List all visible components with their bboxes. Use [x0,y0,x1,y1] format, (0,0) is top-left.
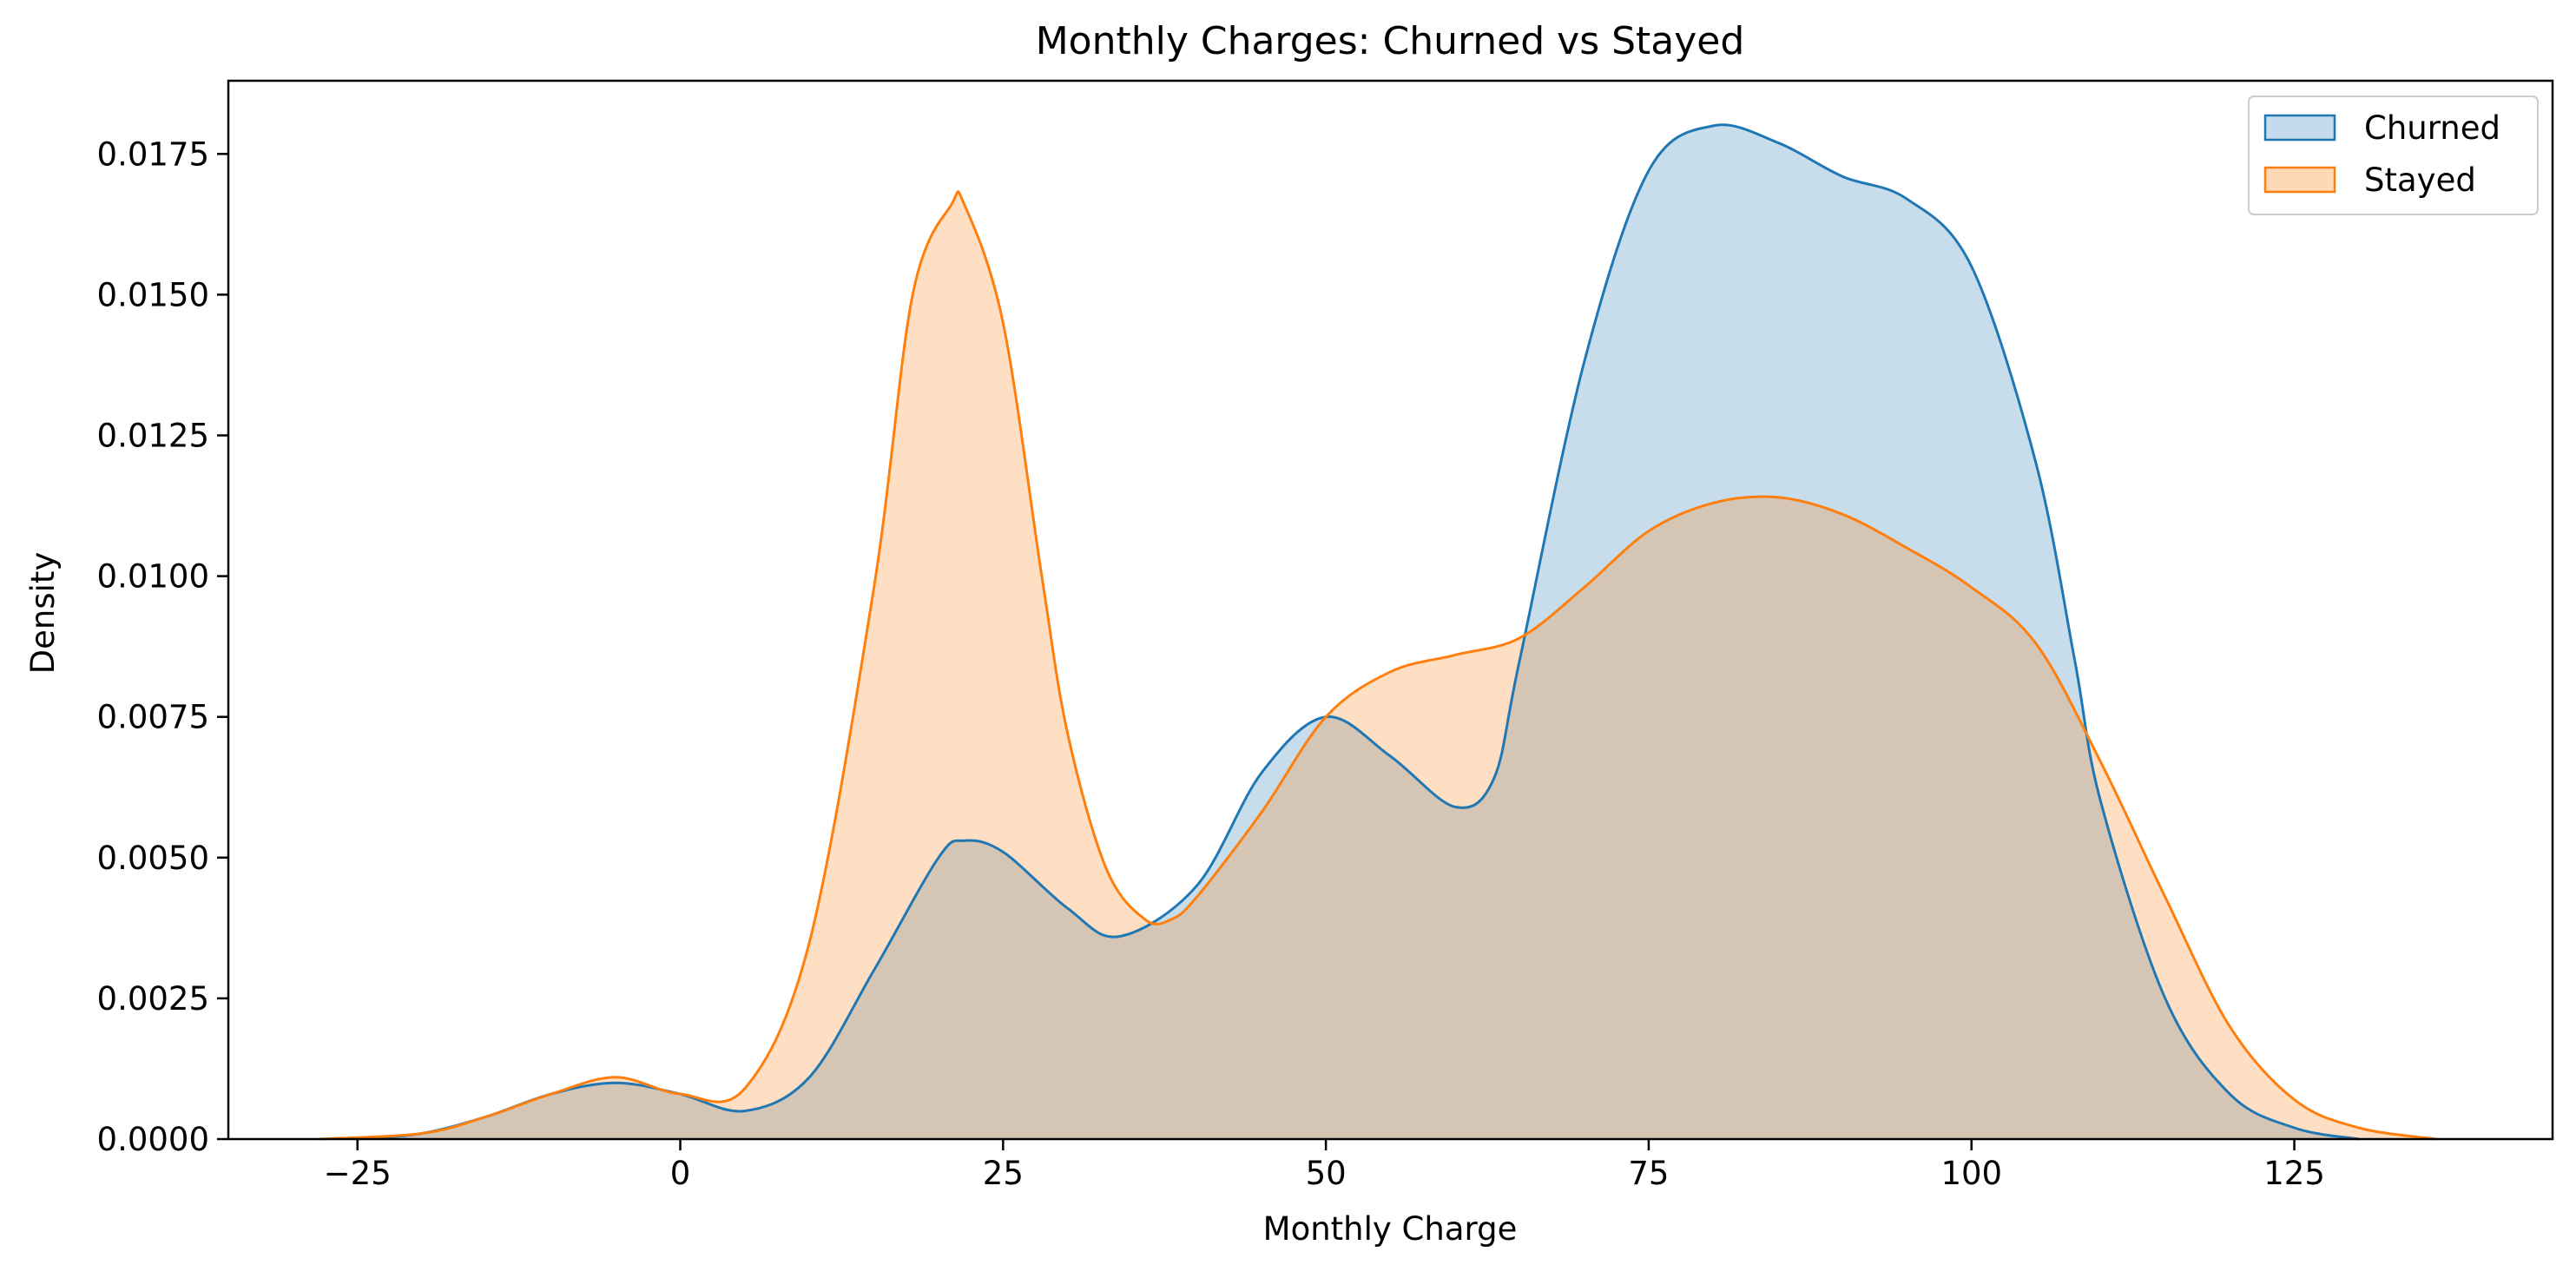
y-axis-label: Density [24,552,62,675]
y-tick-label: 0.0000 [97,1121,209,1158]
y-tick-label: 0.0050 [97,840,209,877]
legend-swatch-stayed [2263,166,2336,194]
y-tick-label: 0.0100 [97,558,209,596]
y-tick-label: 0.0075 [97,699,209,736]
line-stayed [319,190,2437,1141]
x-tick-label: 75 [1628,1155,1669,1192]
x-tick-label: 50 [1306,1155,1347,1192]
area-churned [357,124,2359,1139]
x-tick-label: −25 [324,1155,392,1192]
series-areas [319,124,2437,1139]
y-tick-label: 0.0025 [97,980,209,1018]
legend: Churned Stayed [2248,96,2539,215]
x-tick-label: 25 [983,1155,1024,1192]
line-churned [357,123,2360,1141]
y-tick-label: 0.0150 [97,276,209,313]
x-axis: −25 0 25 50 75 100 125 [324,1139,2325,1192]
y-axis: 0.0000 0.0025 0.0050 0.0075 0.0100 0.0125 0.01… [97,135,228,1158]
plot-frame [227,79,2554,1141]
legend-swatch-churned [2263,114,2336,142]
legend-label-churned: Churned [2364,109,2500,147]
legend-label-stayed: Stayed [2364,161,2476,199]
y-tick-label: 0.0175 [97,135,209,173]
x-tick-label: 125 [2263,1155,2325,1192]
area-stayed [319,191,2437,1139]
x-tick-label: 100 [1940,1155,2002,1192]
chart-title: Monthly Charges: Churned vs Stayed [1036,19,1745,63]
x-tick-label: 0 [670,1155,691,1192]
x-axis-label: Monthly Charge [1263,1210,1518,1248]
series-lines [319,123,2437,1141]
y-tick-label: 0.0125 [97,417,209,454]
